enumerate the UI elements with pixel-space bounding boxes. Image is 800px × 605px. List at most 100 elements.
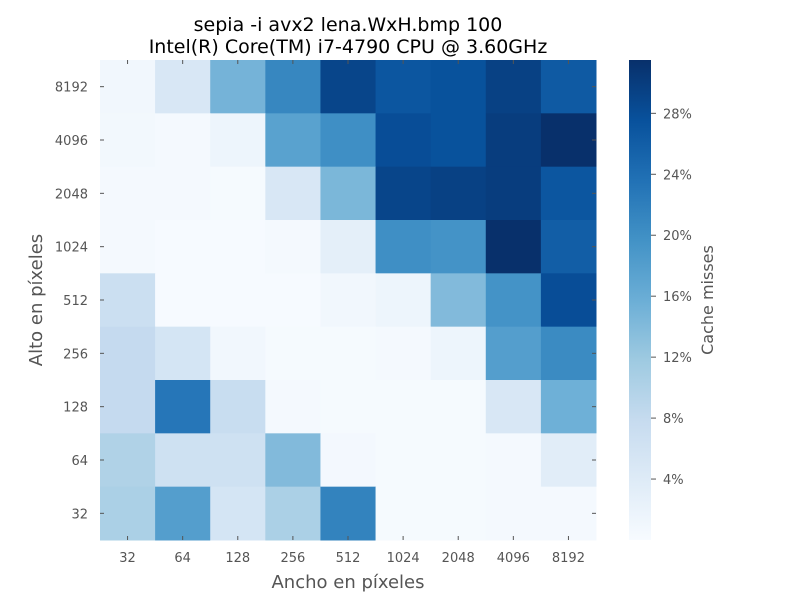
y-tick-label: 1024 [55,241,88,256]
heatmap-cell [540,486,597,541]
heatmap-cell [375,166,432,221]
heatmap-cell [320,113,377,168]
heatmap-cell [100,220,156,274]
heatmap-cell [265,113,321,168]
heatmap-cell [210,380,266,434]
colorbar-tick-label: 20% [663,229,692,244]
x-tick-label: 8192 [552,551,585,566]
colorbar-tick-label: 16% [663,290,692,305]
heatmap-cell [155,326,211,381]
heatmap-cell [155,433,211,488]
heatmap-cell [155,166,211,221]
heatmap-cell [320,433,377,488]
x-axis: 32 64 128 256 512 1024 2048 4096 8192 [119,60,585,566]
x-tick-label: 2048 [442,551,475,566]
heatmap-cell [210,486,266,541]
heatmap-cell [485,380,542,434]
heatmap-cell [540,60,597,114]
y-tick-label: 8192 [55,81,88,96]
heatmap-cell [540,380,597,434]
heatmap-cell [155,273,211,328]
heatmap-cell [375,273,432,328]
colorbar-label: Cache misses [698,245,717,355]
y-tick-label: 2048 [55,187,88,202]
x-tick-label: 32 [119,551,136,566]
heatmap-cell [540,220,597,274]
colorbar [629,60,651,540]
heatmap-cell [100,273,156,328]
heatmap-cell [155,486,211,541]
heatmap-cell [210,433,266,488]
heatmap-cell [210,113,266,168]
heatmap-cell [375,60,432,114]
heatmap-cell [485,273,542,328]
heatmap-cell [485,166,542,221]
heatmap-cell [430,326,487,381]
colorbar-tick-label: 8% [663,412,684,427]
heatmap-cell [155,60,211,114]
heatmap-cell [155,113,211,168]
heatmap-cell [375,113,432,168]
heatmap-cell [320,220,377,274]
heatmap-cell [375,326,432,381]
heatmap-cell [540,433,597,488]
heatmap-cell [210,326,266,381]
heatmap-cell [485,220,542,274]
y-tick-label: 4096 [55,134,88,149]
heatmap-cell [265,220,321,274]
heatmap-cell [210,220,266,274]
chart-subtitle: Intel(R) Core(TM) i7-4790 CPU @ 3.60GHz [149,36,548,58]
heatmap-cell [100,60,156,114]
heatmap-cell [540,273,597,328]
heatmap-cell [430,113,487,168]
chart-title: sepia -i avx2 lena.WxH.bmp 100 [194,14,503,36]
colorbar-tick-label: 28% [663,107,692,122]
heatmap-cell [375,486,432,541]
heatmap-cell [100,326,156,381]
y-tick-label: 512 [63,294,88,309]
heatmap-cell [100,113,156,168]
x-tick-label: 512 [336,551,361,566]
heatmap-cell [320,486,377,541]
heatmap-cell [100,486,156,541]
heatmap-cell [265,60,321,114]
heatmap-cell [430,433,487,488]
heatmap-cell [485,486,542,541]
heatmap-cell [430,166,487,221]
heatmap-cell [375,220,432,274]
heatmap-cell [320,166,377,221]
heatmap-cell [100,433,156,488]
heatmap-cell [430,273,487,328]
heatmap-cell [320,60,377,114]
heatmap-cell [210,166,266,221]
x-tick-label: 128 [225,551,250,566]
heatmap-cell [265,166,321,221]
y-axis-label: Alto en píxeles [26,234,47,366]
heatmap-cell [430,380,487,434]
y-axis: 8192 4096 2048 1024 512 256 128 64 32 [55,81,596,522]
y-tick-label: 64 [71,454,88,469]
heatmap-cell [265,273,321,328]
heatmap-cell [210,60,266,114]
y-tick-label: 128 [63,401,88,416]
colorbar-tick-label: 12% [663,351,692,366]
heatmap-cell [540,326,597,381]
heatmap-cell [265,486,321,541]
heatmap-cell [100,166,156,221]
heatmap-cell [485,60,542,114]
x-tick-label: 256 [280,551,305,566]
heatmap-cell [485,433,542,488]
heatmap-cell [320,273,377,328]
x-tick-label: 1024 [387,551,420,566]
heatmap-cell [265,433,321,488]
heatmap-cell [430,60,487,114]
heatmap-cell [155,220,211,274]
heatmap-cells [100,60,597,541]
heatmap-cell [540,166,597,221]
x-axis-label: Ancho en píxeles [271,572,424,593]
colorbar-axis: 4% 8% 12% 16% 20% 24% 28% [651,107,692,488]
heatmap-cell [430,486,487,541]
heatmap-cell [485,113,542,168]
x-tick-label: 64 [174,551,191,566]
